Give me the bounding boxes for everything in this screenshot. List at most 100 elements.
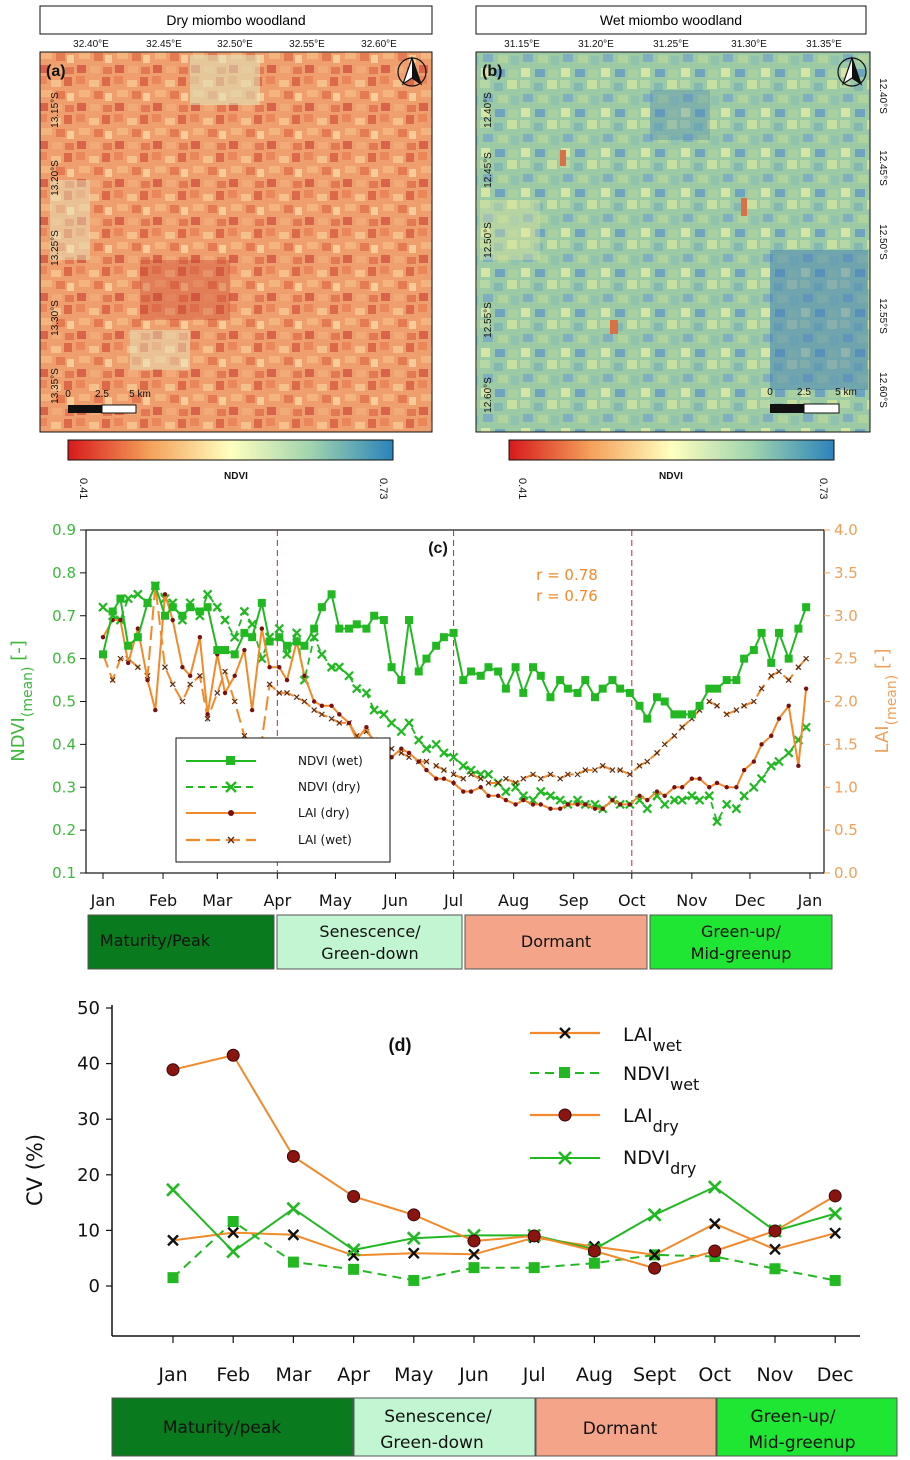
data-point — [510, 782, 521, 793]
data-point — [722, 676, 731, 685]
data-point — [153, 707, 158, 713]
data-point — [635, 701, 644, 710]
map-b-colorbar-label: NDVI — [659, 471, 683, 482]
data-point — [557, 775, 564, 782]
legend-entry-lai-wet: LAI (wet) — [186, 833, 352, 847]
data-point — [502, 775, 509, 782]
data-point — [477, 775, 484, 782]
data-point — [768, 672, 775, 679]
data-point — [336, 720, 343, 726]
data-point — [769, 1243, 781, 1256]
map-a-scalebar: 0 2.5 5 km — [65, 389, 151, 414]
data-point — [405, 616, 414, 625]
data-point — [767, 658, 776, 667]
data-point — [590, 693, 599, 702]
map-b-colorbar-max: 0.73 — [817, 478, 829, 499]
legend-marker — [228, 810, 234, 816]
data-point — [795, 664, 802, 671]
data-point — [468, 789, 474, 794]
data-point — [379, 616, 388, 625]
data-point — [582, 767, 589, 774]
scalebar-white-segment — [803, 403, 840, 414]
map-b-lat-tick-left: 12.55°S — [483, 302, 494, 338]
data-point — [636, 762, 643, 769]
legend-label: NDVIdry — [623, 1147, 696, 1178]
left-tick-label: 0.3 — [52, 778, 76, 796]
chart-d-legend: LAIwet NDVIwet LAIdry NDVIdry — [530, 1024, 699, 1178]
data-point — [828, 1206, 843, 1221]
legend-marker — [226, 756, 235, 765]
chart-c-series — [98, 580, 811, 827]
data-point — [588, 1257, 600, 1269]
map-a-raster-patch — [130, 330, 190, 370]
data-point — [548, 806, 553, 811]
data-point — [407, 1208, 421, 1222]
data-point — [151, 581, 160, 590]
data-point — [756, 773, 767, 784]
phase-label: Senescence/ — [384, 1407, 492, 1427]
data-point — [292, 637, 301, 646]
y-tick-label: 40 — [77, 1054, 100, 1075]
map-a-panel-label: (a) — [46, 63, 66, 80]
legend-marker — [558, 1108, 572, 1122]
data-point — [166, 1063, 180, 1077]
chart-c-left-axis-title: NDVI(mean) [-] — [8, 640, 36, 762]
data-point — [214, 690, 221, 696]
phase-dormant — [464, 914, 648, 970]
data-point — [186, 603, 195, 612]
data-point — [300, 641, 309, 650]
data-point — [707, 1180, 722, 1194]
map-a-lon-tick: 32.40°E — [73, 39, 109, 50]
data-point — [404, 718, 414, 728]
data-point — [706, 698, 713, 705]
phase-senescence — [353, 1397, 536, 1457]
data-point — [326, 662, 337, 672]
data-point — [449, 628, 458, 637]
data-point — [344, 624, 353, 633]
data-point — [318, 711, 325, 718]
data-point — [536, 671, 545, 680]
data-point — [648, 1249, 661, 1261]
data-point — [133, 589, 143, 600]
chart-c-left-axis: 0.1 0.2 0.3 0.4 0.5 0.6 0.7 0.8 0.9 — [52, 521, 86, 882]
data-point — [334, 662, 345, 672]
scalebar-label: 5 km — [835, 387, 857, 398]
north-arrow-icon — [837, 56, 867, 87]
data-point — [592, 806, 598, 811]
data-point — [714, 780, 720, 786]
map-b-raster-patch — [650, 90, 710, 140]
data-point — [448, 752, 459, 763]
data-point — [249, 707, 255, 713]
legend-marker — [227, 836, 235, 844]
data-point — [478, 785, 483, 790]
phase-greenup — [649, 914, 833, 970]
data-point — [581, 676, 590, 685]
legend-entry-ndvi-dry: NDVI (dry) — [186, 780, 361, 794]
data-point — [677, 795, 687, 805]
map-b-scalebar: 0 2.5 5 km — [767, 387, 857, 414]
right-tick-label: 4.0 — [834, 521, 858, 539]
data-point — [168, 603, 177, 612]
right-tick-label: 1.0 — [834, 778, 858, 796]
map-b-panel-label: (b) — [482, 63, 502, 80]
data-point — [451, 780, 456, 786]
data-point — [459, 676, 468, 685]
data-point — [352, 620, 361, 629]
right-tick-label: 3.0 — [834, 607, 858, 625]
data-point — [660, 697, 669, 706]
data-point — [100, 634, 106, 640]
data-point — [724, 785, 729, 790]
map-b-lat-tick-right: 12.50°S — [877, 224, 888, 260]
data-point — [169, 681, 176, 688]
data-point — [257, 598, 266, 607]
data-point — [708, 1244, 722, 1258]
data-point — [679, 785, 685, 790]
data-point — [162, 592, 168, 597]
data-point — [259, 626, 265, 631]
data-point — [432, 641, 441, 650]
data-point — [495, 793, 501, 799]
data-point — [329, 703, 334, 708]
data-point — [302, 673, 307, 678]
data-point — [202, 589, 213, 600]
